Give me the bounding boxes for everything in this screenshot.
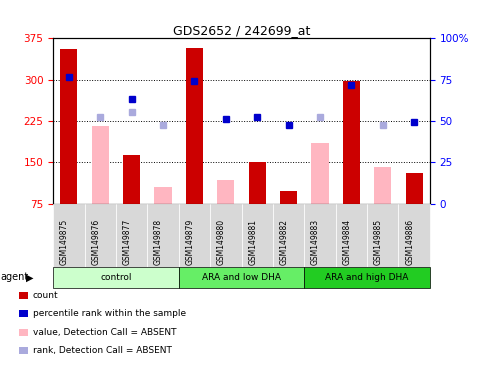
Text: GSM149880: GSM149880 xyxy=(217,219,226,265)
Bar xyxy=(312,143,328,204)
Bar xyxy=(123,155,140,204)
Text: GSM149886: GSM149886 xyxy=(405,219,414,265)
Text: value, Detection Call = ABSENT: value, Detection Call = ABSENT xyxy=(33,328,176,337)
Title: GDS2652 / 242699_at: GDS2652 / 242699_at xyxy=(173,24,310,37)
Bar xyxy=(186,48,203,204)
Bar xyxy=(217,180,234,204)
Text: control: control xyxy=(100,273,132,282)
Bar xyxy=(374,167,391,204)
Text: ARA and high DHA: ARA and high DHA xyxy=(326,273,409,282)
Text: agent: agent xyxy=(0,272,28,283)
Text: GSM149882: GSM149882 xyxy=(280,219,289,265)
Text: GSM149875: GSM149875 xyxy=(60,219,69,265)
Text: count: count xyxy=(33,291,58,300)
Text: ARA and low DHA: ARA and low DHA xyxy=(202,273,281,282)
Text: GSM149885: GSM149885 xyxy=(374,219,383,265)
Text: GSM149883: GSM149883 xyxy=(311,219,320,265)
Text: GSM149876: GSM149876 xyxy=(91,219,100,265)
Bar xyxy=(280,191,297,204)
Text: ▶: ▶ xyxy=(26,272,34,283)
Text: GSM149881: GSM149881 xyxy=(248,219,257,265)
Bar xyxy=(155,187,171,204)
Text: GSM149877: GSM149877 xyxy=(123,219,131,265)
Bar xyxy=(92,126,109,204)
Bar xyxy=(343,81,360,204)
Bar xyxy=(406,173,423,204)
Text: rank, Detection Call = ABSENT: rank, Detection Call = ABSENT xyxy=(33,346,172,355)
Text: GSM149878: GSM149878 xyxy=(154,219,163,265)
Text: GSM149879: GSM149879 xyxy=(185,219,194,265)
Bar xyxy=(60,50,77,204)
Text: GSM149884: GSM149884 xyxy=(342,219,352,265)
Bar xyxy=(249,162,266,204)
Text: percentile rank within the sample: percentile rank within the sample xyxy=(33,309,186,318)
